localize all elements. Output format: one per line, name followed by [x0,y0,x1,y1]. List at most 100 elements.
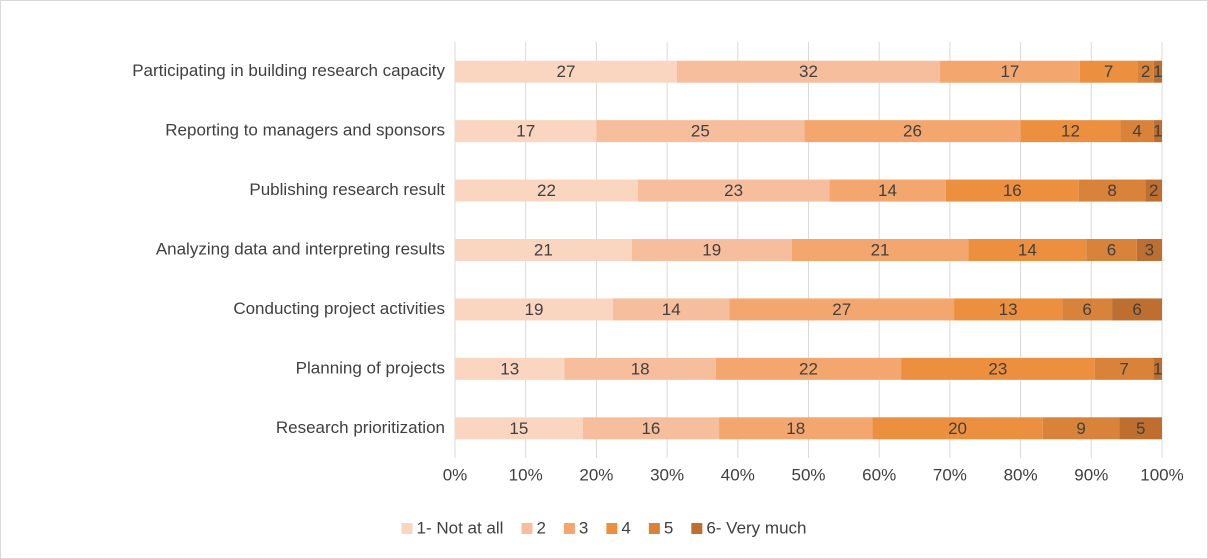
data-label: 16 [641,419,660,438]
data-label: 1 [1153,359,1162,378]
legend-swatch [563,523,575,534]
legend-label: 2 [536,518,545,537]
data-label: 17 [516,122,535,141]
data-label: 9 [1076,419,1085,438]
data-label: 22 [799,359,818,378]
x-tick-label: 20% [579,465,613,484]
data-label: 4 [1132,122,1141,141]
bar-segment [582,417,720,440]
x-tick-label: 70% [933,465,967,484]
x-tick-label: 0% [443,465,468,484]
data-label: 6 [1082,300,1091,319]
bar-segment [1086,239,1137,261]
bar-segment [1062,298,1113,321]
bar-segment [1120,120,1154,143]
bar-segment [940,60,1080,83]
x-tick-label: 40% [721,465,755,484]
x-tick-label: 10% [509,465,543,484]
data-label: 23 [724,181,743,200]
data-label: 18 [786,419,805,438]
bar-segment [1042,417,1120,440]
legend-swatch [606,523,618,534]
bar-segment [455,357,565,380]
legend-swatch [401,523,413,534]
bar-segment [455,298,614,321]
data-label: 21 [534,240,553,259]
data-label: 22 [537,181,556,200]
data-label: 8 [1107,181,1116,200]
data-label: 1 [1153,62,1162,81]
bar-segment [1145,179,1162,202]
data-label: 6 [1132,300,1141,319]
data-label: 15 [509,419,528,438]
bar-segment [1153,357,1162,380]
x-tick-label: 60% [862,465,896,484]
data-label: 3 [1145,240,1154,259]
bar-segment [901,357,1095,380]
bar-segment [1094,357,1154,380]
bar-segment [1137,60,1154,83]
data-label: 2 [1141,62,1150,81]
data-label: 13 [999,300,1018,319]
bar-segment [715,357,902,380]
bar-segment [1112,298,1162,321]
bar-segment [637,179,830,202]
x-tick-label: 90% [1074,465,1108,484]
y-tick-label: Reporting to managers and sponsors [165,121,445,140]
data-label: 16 [1003,181,1022,200]
bar-segment [455,179,638,202]
bar-segment [1119,417,1162,440]
bar-segment [564,357,716,380]
legend-swatch [521,523,533,534]
data-label: 12 [1061,122,1080,141]
legend-label: 6- Very much [706,518,806,537]
bar-segment [1136,239,1162,261]
bar-segment [1078,179,1146,202]
data-label: 14 [878,181,897,200]
y-tick-label: Conducting project activities [233,299,445,318]
data-label: 23 [988,359,1007,378]
y-tick-label: Research prioritization [276,418,445,437]
bar-segment [613,298,730,321]
data-label: 20 [948,419,967,438]
bar-segment [1020,120,1121,143]
y-tick-label: Planning of projects [296,358,445,377]
bar-segment [945,179,1079,202]
data-label: 17 [1000,62,1019,81]
data-label: 6 [1107,240,1116,259]
y-tick-label: Analyzing data and interpreting results [156,239,445,258]
data-label: 32 [799,62,818,81]
x-tick-label: 50% [791,465,825,484]
bar-segment [954,298,1063,321]
legend-label: 4 [621,518,630,537]
bar-segment [1079,60,1138,83]
bar-segment [455,120,597,143]
legend-label: 1- Not at all [417,518,504,537]
x-tick-label: 100% [1140,465,1183,484]
data-label: 21 [871,240,890,259]
x-tick-label: 30% [650,465,684,484]
bar-segment [719,417,873,440]
bar-segment [596,120,805,143]
legend-swatch [691,523,703,534]
bar-segment [1153,120,1162,143]
bar-segment [1153,60,1162,83]
data-label: 14 [662,300,681,319]
bar-segment [968,239,1087,261]
data-label: 7 [1104,62,1113,81]
data-label: 19 [525,300,544,319]
data-label: 27 [557,62,576,81]
bar-segment [455,239,632,261]
data-label: 26 [903,122,922,141]
bar-segment [455,60,677,83]
bar-segment [829,179,946,202]
legend-label: 3 [579,518,588,537]
data-label: 14 [1018,240,1037,259]
bar-segment [791,239,969,261]
data-label: 2 [1149,181,1158,200]
bar-segment [676,60,941,83]
data-label: 27 [832,300,851,319]
data-label: 5 [1136,419,1145,438]
